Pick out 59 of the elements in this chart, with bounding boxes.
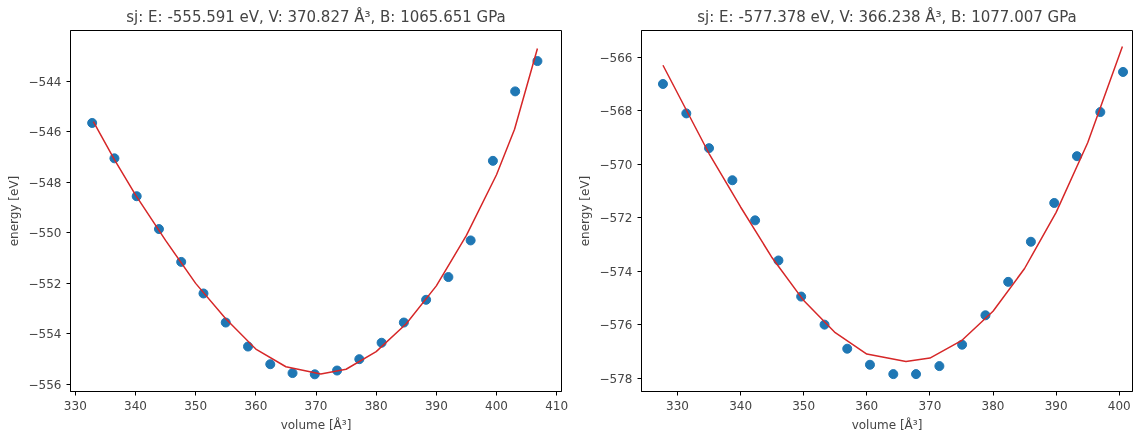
x-tick-label: 380 [981,398,1005,413]
y-tick-label: −568 [599,104,633,119]
y-tick-label: −576 [599,318,633,333]
point [487,155,498,166]
y-tick-label: −552 [28,276,62,291]
y-tick-label: −570 [599,157,633,172]
x-tick-label: 390 [1044,398,1068,413]
point [1025,236,1036,247]
point [1003,276,1014,287]
point [657,78,668,89]
x-axis-title: volume [Å³] [851,416,923,432]
chart-title: sj: E: -555.591 eV, V: 370.827 Å³, B: 1065.651 GPa [126,6,506,26]
point [934,361,945,372]
point [888,369,899,380]
x-tick-label: 380 [364,398,388,413]
y-axis-title: energy [eV] [6,175,21,247]
point [265,359,276,370]
y-tick-label: −544 [28,74,62,89]
y-tick-label: −550 [28,226,62,241]
point [957,339,968,350]
y-tick-label: −548 [28,175,62,190]
line-series [662,45,1124,363]
point [443,272,454,283]
x-tick-label: 350 [792,398,816,413]
point [750,215,761,226]
x-tick-label: 340 [124,398,147,413]
y-tick-label: −556 [28,377,62,392]
point [287,368,298,379]
chart-title: sj: E: -577.378 eV, V: 366.238 Å³, B: 1077.007 GPa [697,6,1077,26]
point [510,86,521,97]
x-tick-label: 340 [729,398,753,413]
x-tick-label: 330 [63,398,87,413]
y-tick-label: −578 [599,371,633,386]
y-axis-title: energy [eV] [577,175,592,247]
x-tick-label: 360 [855,398,879,413]
point [911,369,922,380]
y-tick-label: −572 [599,211,633,226]
point [864,359,875,370]
y-tick-label: −566 [599,50,633,65]
y-tick-label: −554 [28,327,62,342]
point [465,235,476,246]
x-tick-label: 350 [184,398,208,413]
point [87,117,98,128]
x-tick-label: 400 [485,398,508,413]
x-tick-label: 330 [666,398,689,413]
x-tick-label: 400 [1107,398,1131,413]
point [1118,66,1129,77]
point [1049,197,1060,208]
x-tick-label: 370 [918,398,942,413]
y-tick-label: −574 [599,264,633,279]
point [727,175,738,186]
x-tick-label: 370 [304,398,328,413]
point [842,343,853,354]
x-tick-label: 410 [545,398,569,413]
x-tick-label: 360 [244,398,268,413]
y-tick-label: −546 [28,125,62,140]
point [1071,151,1082,162]
x-axis-title: volume [Å³] [280,416,352,432]
x-tick-label: 390 [424,398,448,413]
